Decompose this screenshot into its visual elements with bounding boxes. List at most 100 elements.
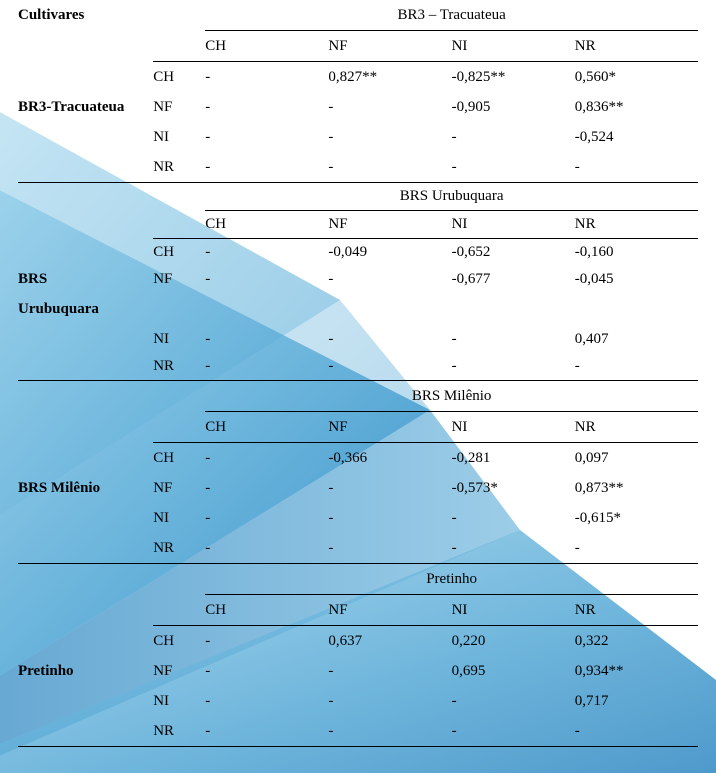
row-label: NR — [153, 152, 205, 183]
data-cell: -0,573* — [452, 473, 575, 503]
col-header: NF — [328, 595, 451, 626]
row-label: CH — [153, 626, 205, 657]
group-title-1: BRS Urubuquara — [205, 183, 698, 211]
col-header: NR — [575, 211, 698, 239]
data-cell: - — [328, 716, 451, 747]
data-cell: -0,045 — [575, 266, 698, 293]
data-cell: 0,695 — [452, 656, 575, 686]
data-cell: - — [205, 443, 328, 474]
col-header: NF — [328, 31, 451, 62]
col-header: NI — [452, 595, 575, 626]
header-cultivares: Cultivares — [18, 0, 153, 31]
data-cell: 0,220 — [452, 626, 575, 657]
group-rowname-2: BRS Milênio — [18, 473, 153, 503]
row-label: NR — [153, 353, 205, 381]
row-label: NF — [153, 266, 205, 293]
col-header: CH — [205, 211, 328, 239]
data-cell: - — [452, 353, 575, 381]
data-cell: -0,366 — [328, 443, 451, 474]
col-header: CH — [205, 31, 328, 62]
row-label: NF — [153, 473, 205, 503]
data-cell: 0,836** — [575, 92, 698, 122]
group-rowname-3: Pretinho — [18, 656, 153, 686]
data-cell: 0,637 — [328, 626, 451, 657]
col-header: NR — [575, 412, 698, 443]
data-cell: - — [205, 62, 328, 93]
data-cell: -0,652 — [452, 239, 575, 267]
data-cell: 0,560* — [575, 62, 698, 93]
data-cell: - — [205, 503, 328, 533]
data-cell: - — [452, 716, 575, 747]
correlation-table: Cultivares BR3 – Tracuateua CH NF NI NR … — [18, 0, 698, 747]
col-header: NI — [452, 412, 575, 443]
data-cell: - — [205, 122, 328, 152]
row-label: NF — [153, 656, 205, 686]
group-title-0: BR3 – Tracuateua — [205, 0, 698, 31]
group-rowname-1a: BRS — [18, 266, 153, 293]
data-cell: - — [205, 92, 328, 122]
data-cell: -0,524 — [575, 122, 698, 152]
data-cell: 0,873** — [575, 473, 698, 503]
data-cell: - — [205, 326, 328, 353]
data-cell: - — [452, 533, 575, 564]
data-cell: - — [328, 533, 451, 564]
col-header: NF — [328, 412, 451, 443]
row-label: CH — [153, 239, 205, 267]
data-cell: - — [205, 353, 328, 381]
data-cell: - — [205, 656, 328, 686]
data-cell: - — [205, 716, 328, 747]
data-cell: -0,160 — [575, 239, 698, 267]
col-header: NF — [328, 211, 451, 239]
data-cell: - — [205, 533, 328, 564]
data-cell: - — [205, 626, 328, 657]
group-title-3: Pretinho — [205, 564, 698, 595]
data-cell: - — [328, 503, 451, 533]
data-cell: -0,281 — [452, 443, 575, 474]
data-cell: - — [328, 266, 451, 293]
row-label: CH — [153, 62, 205, 93]
data-cell: - — [328, 353, 451, 381]
data-cell: 0,717 — [575, 686, 698, 716]
data-cell: -0,677 — [452, 266, 575, 293]
data-cell: - — [205, 266, 328, 293]
data-cell: - — [205, 239, 328, 267]
col-header: NR — [575, 31, 698, 62]
data-cell: - — [328, 326, 451, 353]
row-label: NR — [153, 716, 205, 747]
group-rowname-1b: Urubuquara — [18, 293, 153, 326]
row-label: NF — [153, 92, 205, 122]
data-cell: - — [328, 92, 451, 122]
data-cell: - — [452, 326, 575, 353]
data-cell: - — [575, 716, 698, 747]
data-cell: - — [328, 122, 451, 152]
data-cell: 0,827** — [328, 62, 451, 93]
group-rowname-0: BR3-Tracuateua — [18, 92, 153, 122]
data-cell: - — [452, 503, 575, 533]
col-header: CH — [205, 595, 328, 626]
data-cell: - — [575, 353, 698, 381]
row-label: NI — [153, 686, 205, 716]
data-cell: - — [575, 152, 698, 183]
correlation-table-wrapper: Cultivares BR3 – Tracuateua CH NF NI NR … — [0, 0, 716, 747]
col-header: CH — [205, 412, 328, 443]
data-cell: - — [205, 473, 328, 503]
row-label: NI — [153, 122, 205, 152]
data-cell: - — [328, 473, 451, 503]
data-cell: - — [328, 152, 451, 183]
data-cell: 0,934** — [575, 656, 698, 686]
row-label: NI — [153, 503, 205, 533]
data-cell: -0,615* — [575, 503, 698, 533]
data-cell: - — [575, 533, 698, 564]
data-cell: - — [452, 686, 575, 716]
col-header: NI — [452, 31, 575, 62]
row-label: NI — [153, 326, 205, 353]
col-header: NI — [452, 211, 575, 239]
data-cell: 0,407 — [575, 326, 698, 353]
group-title-2: BRS Milênio — [205, 381, 698, 412]
data-cell: - — [452, 122, 575, 152]
data-cell: -0,049 — [328, 239, 451, 267]
data-cell: 0,322 — [575, 626, 698, 657]
data-cell: - — [452, 152, 575, 183]
data-cell: -0,905 — [452, 92, 575, 122]
data-cell: - — [328, 656, 451, 686]
